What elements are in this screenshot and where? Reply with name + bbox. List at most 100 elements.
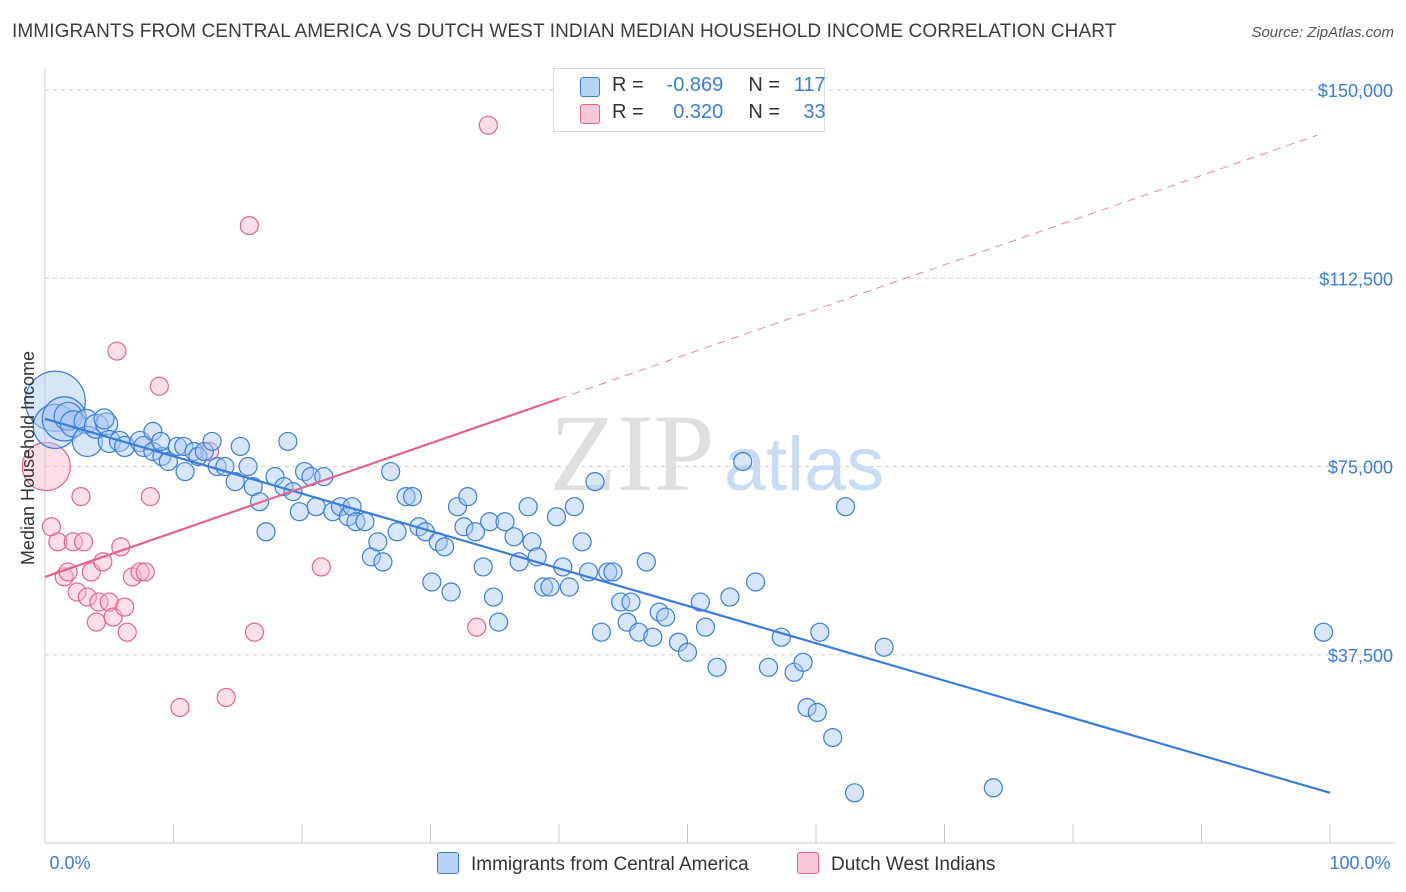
trend-line-central-america xyxy=(44,417,1331,794)
data-point-dutch-west-indians xyxy=(130,562,150,582)
data-point-central-america xyxy=(373,552,393,572)
legend-r-label: R = xyxy=(612,74,644,96)
bottom-legend-central-america[interactable]: Immigrants from Central America xyxy=(437,852,749,876)
data-point-dutch-west-indians xyxy=(244,622,265,642)
y-tick-label: $37,500 xyxy=(1328,646,1393,666)
data-point-central-america xyxy=(194,441,214,462)
data-point-central-america xyxy=(733,451,753,472)
data-point-central-america xyxy=(807,702,827,723)
data-point-central-america xyxy=(546,507,567,527)
y-tick-label: $150,000 xyxy=(1318,81,1393,101)
data-point-central-america xyxy=(603,562,623,582)
data-point-central-america xyxy=(294,461,315,482)
watermark-atlas: atlas xyxy=(724,422,885,507)
data-point-central-america xyxy=(746,572,766,592)
data-point-central-america xyxy=(522,532,542,552)
data-point-central-america xyxy=(810,622,830,642)
data-point-central-america xyxy=(844,783,865,803)
data-point-dutch-west-indians xyxy=(73,532,94,552)
legend-n-value: 117 xyxy=(793,74,826,96)
data-point-central-america xyxy=(435,537,455,557)
data-point-central-america xyxy=(983,778,1003,798)
data-point-central-america xyxy=(483,587,504,607)
x-tick-label-min: 0.0% xyxy=(49,853,90,873)
data-point-central-america xyxy=(396,487,416,507)
series-dutch-west-indians xyxy=(21,115,498,718)
data-point-dutch-west-indians xyxy=(170,697,190,718)
data-point-central-america xyxy=(695,617,716,637)
data-point-dutch-west-indians xyxy=(48,532,68,552)
data-point-central-america xyxy=(133,435,155,458)
legend-swatch-blue xyxy=(580,77,600,97)
legend: R = -0.869 N = 117 R = 0.320 N = 33 xyxy=(553,68,826,132)
watermark-zip: ZIP xyxy=(550,392,715,514)
data-point-central-america xyxy=(41,396,87,442)
data-point-central-america xyxy=(591,622,612,642)
data-point-dutch-west-indians xyxy=(135,562,155,582)
data-point-central-america xyxy=(289,502,310,522)
data-point-dutch-west-indians xyxy=(89,592,109,612)
series-central-america xyxy=(24,370,1334,803)
bottom-legend-dutch-west-indians[interactable]: Dutch West Indians xyxy=(797,852,995,876)
data-point-central-america xyxy=(489,612,509,632)
data-point-central-america xyxy=(174,436,194,457)
data-point-dutch-west-indians xyxy=(21,441,71,492)
bottom-legend-label-pink: Dutch West Indians xyxy=(831,854,996,875)
data-point-dutch-west-indians xyxy=(467,617,487,637)
data-point-central-america xyxy=(256,522,276,542)
data-point-central-america xyxy=(24,370,86,432)
data-point-dutch-west-indians xyxy=(117,622,137,642)
legend-r-value: 0.320 xyxy=(673,101,724,123)
y-tick-label: $75,000 xyxy=(1328,458,1393,478)
axes xyxy=(44,68,1395,844)
data-point-dutch-west-indians xyxy=(478,115,498,135)
legend-n-label: N = xyxy=(748,101,781,123)
watermark: ZIP atlas xyxy=(550,392,885,514)
data-point-central-america xyxy=(636,552,656,572)
source-label[interactable]: Source: ZipAtlas.com xyxy=(1251,24,1394,41)
chart-title: IMMIGRANTS FROM CENTRAL AMERICA VS DUTCH… xyxy=(12,21,1117,42)
data-point-central-america xyxy=(835,497,856,517)
data-point-dutch-west-indians xyxy=(71,487,91,507)
data-point-central-america xyxy=(225,471,245,492)
data-point-central-america xyxy=(143,441,163,462)
data-point-central-america xyxy=(598,562,618,582)
legend-n-value: 33 xyxy=(803,101,826,123)
legend-swatch-pink xyxy=(580,104,600,124)
data-point-central-america xyxy=(387,522,407,542)
data-point-central-america xyxy=(629,622,649,642)
data-point-central-america xyxy=(823,727,843,748)
data-point-central-america xyxy=(793,652,813,672)
data-point-central-america xyxy=(720,587,740,607)
data-point-central-america xyxy=(649,602,669,622)
data-point-central-america xyxy=(465,522,486,542)
x-tick-label-max: 100.0% xyxy=(1329,853,1390,873)
data-point-central-america xyxy=(495,512,515,532)
data-point-central-america xyxy=(540,577,560,597)
data-point-central-america xyxy=(202,431,222,452)
data-point-central-america xyxy=(559,577,579,597)
data-point-central-america xyxy=(93,408,115,430)
data-point-central-america xyxy=(422,572,442,592)
data-point-central-america xyxy=(143,421,163,441)
data-point-central-america xyxy=(355,512,375,532)
trend-lines xyxy=(44,134,1331,794)
y-tick-labels: $37,500 $75,000 $112,500 $150,000 xyxy=(1318,81,1393,666)
data-point-central-america xyxy=(1313,622,1334,642)
data-point-dutch-west-indians xyxy=(140,487,160,507)
data-point-central-america xyxy=(175,461,195,482)
legend-r-label: R = xyxy=(612,101,644,123)
data-point-central-america xyxy=(758,657,779,677)
y-axis-label: Median Household Income xyxy=(18,351,38,565)
grid-lines xyxy=(45,89,1395,656)
bottom-legend-swatch-pink xyxy=(797,852,819,874)
data-point-dutch-west-indians xyxy=(149,376,169,396)
legend-r-value: -0.869 xyxy=(666,74,724,96)
data-point-central-america xyxy=(518,497,538,517)
data-point-central-america xyxy=(611,592,631,612)
data-point-central-america xyxy=(230,436,250,457)
data-point-central-america xyxy=(402,487,423,507)
data-point-central-america xyxy=(572,532,592,552)
data-point-central-america xyxy=(151,431,171,452)
